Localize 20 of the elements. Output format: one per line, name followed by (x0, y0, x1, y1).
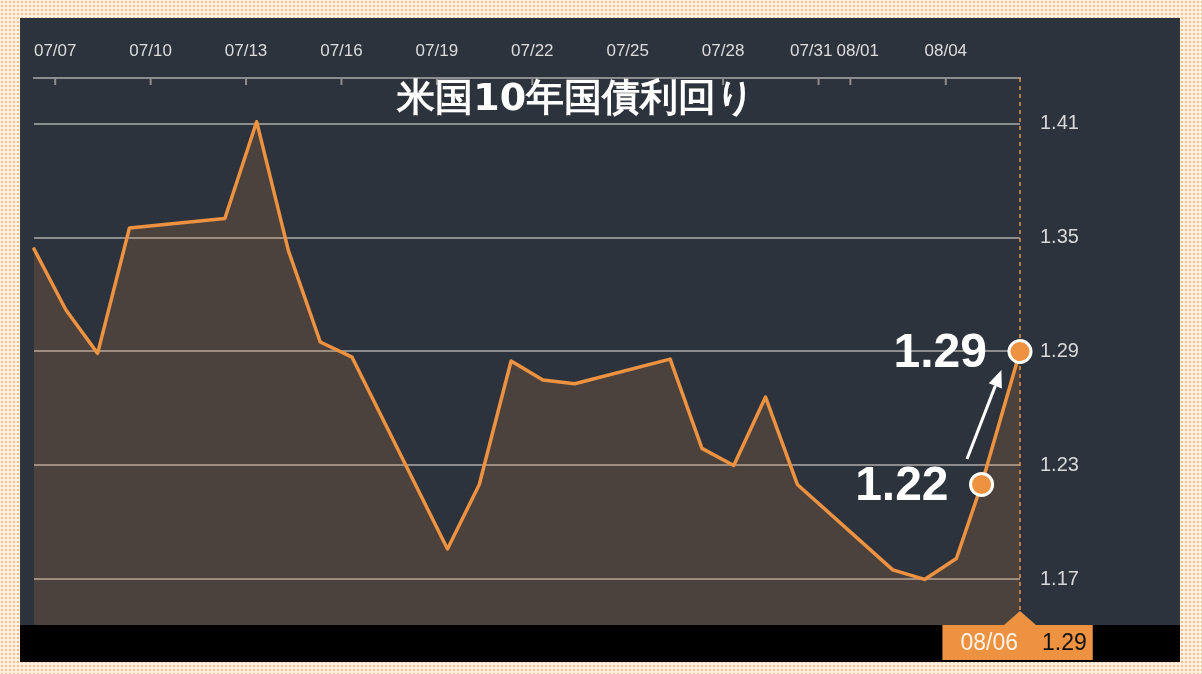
data-label: 1.29 (893, 323, 987, 377)
x-tick-label: 07/07 (33, 40, 77, 60)
x-tick-label: 07/10 (129, 40, 172, 60)
data-label: 1.22 (855, 456, 949, 510)
x-tick-label: 07/13 (224, 40, 268, 60)
y-tick-label: 1.29 (1040, 339, 1079, 362)
x-tick-label: 07/28 (701, 40, 745, 60)
x-tick-label: 07/16 (320, 40, 363, 60)
x-tick-label: 07/31 (789, 40, 833, 60)
x-tick-label: 07/25 (606, 40, 649, 60)
y-tick-label: 1.41 (1040, 111, 1079, 134)
x-tick-label: 08/01 (836, 40, 880, 60)
ref-line-label: 08/06 (960, 629, 1018, 656)
chart-title: 米国10年国債利回り (396, 74, 756, 119)
x-tick-label: 08/04 (924, 40, 968, 60)
x-tick-label: 07/19 (415, 40, 459, 60)
y-tick-label: 1.35 (1040, 225, 1079, 248)
y-tick-label: 1.17 (1040, 566, 1079, 589)
y-tick-label: 1.23 (1040, 452, 1079, 475)
x-tick-label: 07/22 (511, 40, 554, 60)
